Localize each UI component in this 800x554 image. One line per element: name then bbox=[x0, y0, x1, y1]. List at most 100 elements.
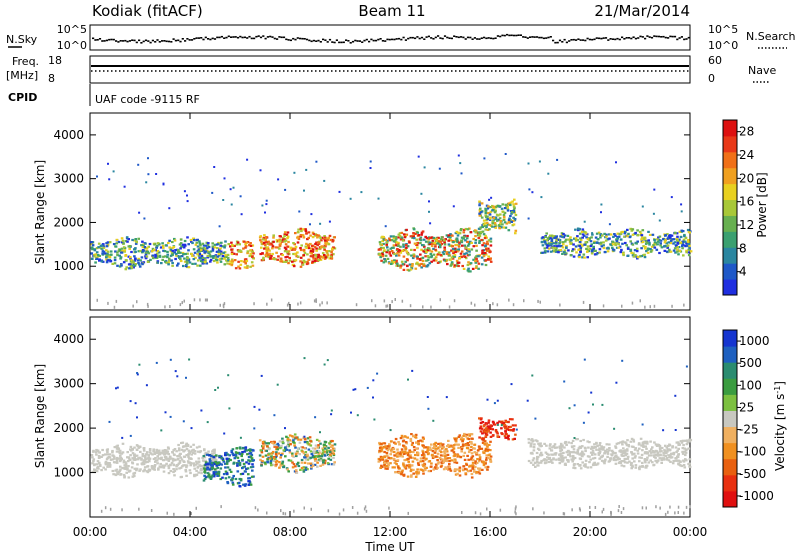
echo-cell bbox=[209, 464, 213, 467]
echo-cell bbox=[566, 453, 570, 456]
nsky-point bbox=[278, 36, 281, 38]
echo-cell bbox=[572, 463, 576, 466]
echo-cell bbox=[203, 247, 207, 250]
echo-cell bbox=[544, 250, 547, 253]
echo-cell bbox=[507, 438, 510, 441]
nsky-point bbox=[368, 40, 371, 43]
echo-cell bbox=[670, 234, 674, 237]
echo-cell bbox=[167, 464, 170, 467]
nsky-point bbox=[335, 39, 338, 41]
echo-cell bbox=[652, 244, 655, 247]
nsky-point bbox=[340, 41, 343, 44]
echo-cell bbox=[112, 455, 116, 458]
echo-cell bbox=[294, 465, 297, 468]
echo-cell bbox=[535, 451, 539, 455]
echo-cell bbox=[281, 253, 284, 257]
echo-cell bbox=[645, 441, 649, 444]
echo-cell bbox=[262, 242, 265, 246]
nsky-point bbox=[282, 36, 286, 39]
echo-cell bbox=[135, 469, 138, 472]
echo-cell bbox=[284, 448, 287, 451]
echo-cell bbox=[591, 453, 594, 456]
echo-cell bbox=[95, 247, 99, 250]
echo-cell bbox=[664, 455, 667, 458]
echo-cell bbox=[173, 237, 176, 241]
echo-cell bbox=[550, 449, 553, 452]
echo-cell bbox=[203, 468, 207, 472]
echo-cell bbox=[127, 456, 130, 459]
echo-cell bbox=[579, 439, 582, 443]
echo-cell bbox=[112, 243, 116, 246]
echo-cell bbox=[388, 262, 391, 265]
echo-cell bbox=[291, 247, 295, 250]
echo-cell bbox=[454, 440, 458, 443]
echo-cell bbox=[150, 465, 154, 468]
echo-cell bbox=[467, 243, 471, 246]
echo-cell bbox=[401, 469, 404, 472]
echo-cell bbox=[617, 442, 620, 445]
echo-cell bbox=[625, 448, 629, 451]
echo-noise bbox=[143, 217, 146, 220]
echo-cell bbox=[168, 259, 171, 262]
nsky-point bbox=[225, 36, 228, 39]
echo-cell bbox=[189, 461, 192, 465]
echo-cell bbox=[473, 443, 477, 446]
echo-cell bbox=[548, 234, 552, 237]
echo-cell bbox=[496, 432, 499, 435]
echo-cell bbox=[446, 445, 449, 448]
echo-cell bbox=[567, 441, 571, 444]
echo-cell bbox=[463, 252, 466, 255]
echo-cell bbox=[430, 465, 433, 468]
echo-cell bbox=[572, 466, 575, 469]
echo-cell bbox=[251, 448, 254, 452]
echo-cell bbox=[395, 264, 398, 267]
echo-cell bbox=[499, 222, 502, 225]
echo-cell bbox=[155, 451, 158, 454]
echo-cell bbox=[451, 245, 454, 248]
echo-cell bbox=[278, 466, 281, 469]
echo-cell bbox=[309, 242, 312, 246]
echo-cell bbox=[626, 457, 630, 460]
echo-cell bbox=[494, 218, 498, 221]
echo-noise bbox=[680, 203, 683, 206]
echo-cell bbox=[280, 260, 283, 263]
echo-cell bbox=[429, 236, 432, 240]
nsky-point bbox=[568, 40, 571, 42]
echo-noise bbox=[615, 161, 617, 164]
echo-cell bbox=[635, 247, 639, 250]
echo-cell bbox=[485, 236, 488, 239]
echo-cell bbox=[278, 461, 281, 464]
echo-cell bbox=[485, 221, 489, 225]
echo-cell bbox=[623, 461, 627, 464]
echo-cell bbox=[455, 248, 459, 251]
echo-cell bbox=[664, 234, 667, 237]
echo-noise bbox=[129, 434, 132, 437]
echo-speckle bbox=[138, 507, 140, 511]
echo-noise bbox=[438, 167, 441, 170]
echo-cell bbox=[590, 252, 594, 255]
echo-cell bbox=[652, 454, 656, 457]
nsky-point bbox=[326, 41, 329, 43]
echo-cell bbox=[152, 448, 155, 451]
echo-cell bbox=[644, 239, 648, 243]
echo-cell bbox=[592, 462, 595, 465]
echo-cell bbox=[449, 258, 452, 261]
echo-cell bbox=[687, 254, 691, 257]
echo-cell bbox=[467, 458, 470, 461]
nsearch-exp-top: 10^5 bbox=[708, 23, 738, 36]
echo-cell bbox=[654, 459, 657, 462]
echo-cell bbox=[225, 255, 228, 258]
echo-cell bbox=[451, 250, 455, 253]
echo-cell bbox=[631, 464, 634, 467]
echo-cell bbox=[510, 429, 513, 432]
echo-cell bbox=[584, 241, 587, 244]
echo-cell bbox=[141, 240, 144, 243]
echo-cell bbox=[483, 449, 487, 453]
echo-cell bbox=[114, 250, 117, 253]
nsky-point bbox=[473, 37, 476, 39]
echo-cell bbox=[305, 262, 309, 266]
echo-cell bbox=[272, 442, 276, 445]
echo-cell bbox=[216, 261, 219, 264]
echo-cell bbox=[596, 462, 600, 465]
echo-cell bbox=[171, 264, 174, 267]
